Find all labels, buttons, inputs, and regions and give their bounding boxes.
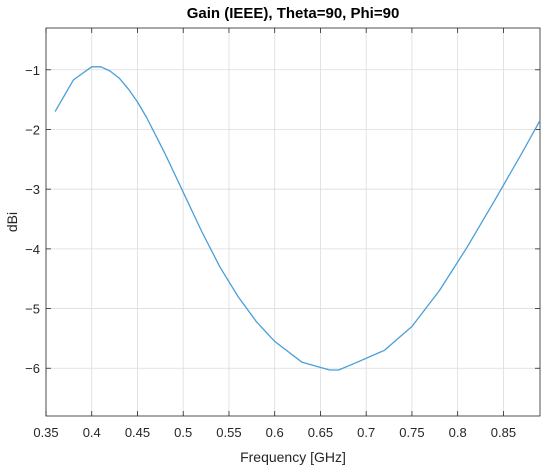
axis-ticks: 0.35 0.4 0.45 0.5 0.55 0.6 0.65 0.7 0.75 0.8 0.85 −…: [25, 28, 540, 440]
y-tick-label: −6: [25, 361, 40, 376]
x-tick-label: 0.35: [33, 425, 58, 440]
x-tick-label: 0.85: [491, 425, 516, 440]
x-tick-label: 0.75: [399, 425, 424, 440]
x-axis-label: Frequency [GHz]: [240, 449, 346, 465]
x-tick-label: 0.45: [125, 425, 150, 440]
x-tick-label: 0.6: [266, 425, 284, 440]
y-tick-label: −3: [25, 182, 40, 197]
series-layer: [54, 66, 541, 371]
y-axis-label: dBi: [4, 212, 20, 232]
series-line: [54, 66, 541, 371]
y-tick-label: −5: [25, 302, 40, 317]
y-tick-label: −2: [25, 122, 40, 137]
x-tick-label: 0.5: [174, 425, 192, 440]
x-tick-label: 0.7: [357, 425, 375, 440]
x-tick-label: 0.4: [83, 425, 101, 440]
chart-title: Gain (IEEE), Theta=90, Phi=90: [187, 5, 400, 22]
y-tick-label: −4: [25, 242, 40, 257]
grid-lines: [45, 28, 540, 416]
x-tick-label: 0.8: [449, 425, 467, 440]
x-tick-label: 0.55: [216, 425, 241, 440]
plot-area-border: [45, 27, 541, 417]
y-tick-label: −1: [25, 63, 40, 78]
x-tick-label: 0.65: [308, 425, 333, 440]
